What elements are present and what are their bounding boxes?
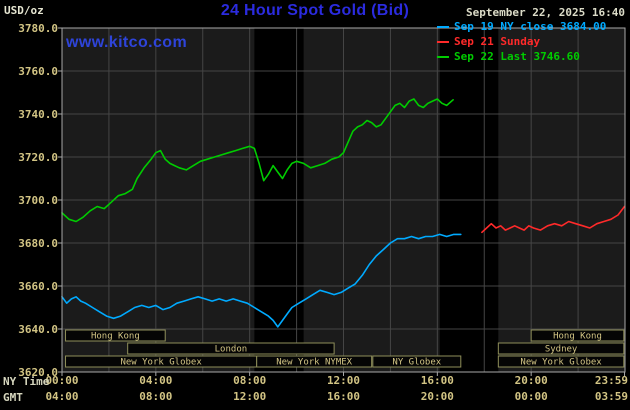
session-label: London [215,345,248,355]
session-label: New York Globex [120,358,202,368]
x-axis-gmt-caption: GMT [3,391,23,404]
legend-item: Sep 22 Last 3746.60 [437,49,606,64]
x-axis-gmt-tick-label: 16:00 [326,390,361,403]
y-axis-tick-label: 3640.0 [18,323,58,336]
x-axis-ny-tick-label: 04:00 [139,374,173,387]
session-label: Sydney [545,345,578,355]
legend-dash-icon [437,55,449,58]
x-axis-ny-tick-label: 08:00 [233,374,267,387]
legend-item-label: Sep 19 NY close 3684.00 [454,20,607,33]
legend-item: Sep 19 NY close 3684.00 [437,19,606,34]
x-axis-gmt-tick-label: 04:00 [45,390,79,403]
legend-dash-icon [437,40,449,43]
x-axis-gmt-tick-label: 20:00 [420,390,454,403]
legend-item-label: Sep 22 Last 3746.60 [454,50,580,63]
session-box [127,342,335,355]
y-axis-tick-label: 3760.0 [18,65,58,78]
session-box [530,329,625,342]
y-axis-tick-label: 3720.0 [18,151,58,164]
x-axis-gmt-tick-label: 00:00 [514,390,548,403]
legend-dash-icon [437,25,449,28]
x-axis-ny-time-caption: NY Time [3,375,50,388]
chart-legend: Sep 19 NY close 3684.00 Sep 21 Sunday Sep … [437,19,606,64]
y-axis-tick-label: 3700.0 [18,194,58,207]
kitco-watermark: www.kitco.com [66,34,188,51]
session-label: New York NYMEX [276,358,352,368]
session-label: NY Globex [392,358,441,368]
y-axis-tick-label: 3620.0 [18,366,58,379]
session-box [256,355,373,368]
y-axis-tick-label: 3660.0 [18,280,58,293]
session-label: Hong Kong [91,332,140,342]
legend-item: Sep 21 Sunday [437,34,606,49]
session-box [372,355,462,368]
page-title: 24 Hour Spot Gold (Bid) [220,2,410,19]
x-axis-ny-tick-label: 23:59 [594,374,628,387]
session-label: New York Globex [520,358,602,368]
price-line [481,205,626,234]
x-axis-ny-tick-label: 00:00 [45,374,79,387]
price-line [61,98,454,223]
legend-item-label: Sep 21 Sunday [454,35,541,48]
x-axis-ny-tick-label: 12:00 [326,374,361,387]
x-axis-gmt-tick-label: 08:00 [139,390,173,403]
x-axis-gmt-tick-label: 03:59 [594,390,628,403]
session-box [65,329,166,342]
price-line [61,233,462,328]
chart-datetime: September 22, 2025 16:40 [466,6,625,19]
y-axis-units-label: USD/oz [4,4,44,17]
session-label: Hong Kong [553,332,602,342]
y-axis-tick-label: 3780.0 [18,22,58,35]
x-axis-ny-tick-label: 20:00 [514,374,548,387]
x-axis-ny-tick-label: 16:00 [420,374,454,387]
session-box [497,355,625,368]
session-box [497,342,625,355]
y-axis-tick-label: 3740.0 [18,108,58,121]
x-axis-gmt-tick-label: 12:00 [233,390,267,403]
y-axis-tick-label: 3680.0 [18,237,58,250]
